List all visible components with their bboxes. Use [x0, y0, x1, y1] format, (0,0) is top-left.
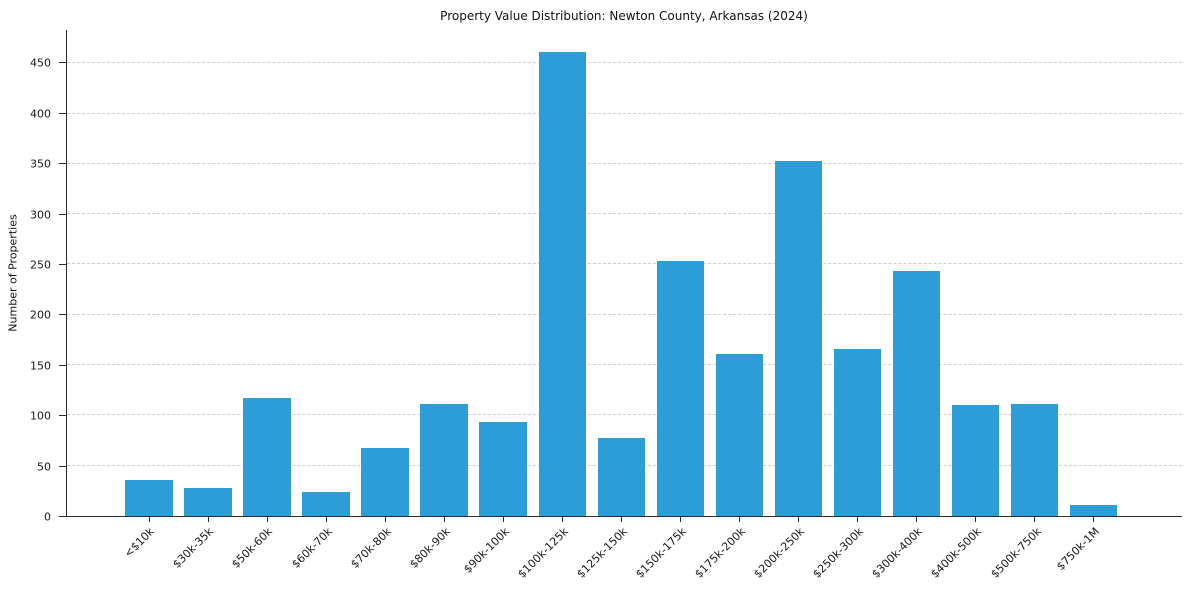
x-tick-label: $300k-400k	[869, 525, 926, 581]
plot-area	[66, 30, 1182, 522]
x-tick-label: $750k-1M	[1054, 525, 1103, 573]
y-tick-mark	[59, 516, 66, 517]
y-tick-mark	[59, 213, 66, 215]
y-tick-label: 300	[30, 208, 51, 222]
x-tick-labels: <$10k $30k-35k $50k-60k $60k-70k $70k-80k $80…	[66, 517, 1182, 590]
x-tick-label: $70k-80k	[347, 525, 394, 571]
gridline	[67, 213, 1182, 215]
bar	[1010, 404, 1058, 516]
x-tick-label: $400k-500k	[928, 525, 985, 581]
bar	[892, 270, 940, 516]
y-tick-mark	[59, 263, 66, 265]
x-tick-label: <$10k	[122, 525, 158, 561]
x-tick-mark	[207, 516, 209, 522]
x-tick-label: $80k-90k	[406, 525, 453, 571]
gridline	[67, 263, 1182, 265]
bar	[243, 398, 291, 516]
x-tick-label: $500k-750k	[987, 525, 1044, 581]
y-tick-mark	[59, 112, 66, 114]
x-tick-label: $200k-250k	[751, 525, 808, 581]
gridline	[67, 62, 1182, 64]
x-tick-label: $125k-150k	[574, 525, 630, 581]
y-tick-label: 0	[44, 510, 51, 524]
bar	[597, 437, 645, 516]
x-tick-mark	[266, 516, 268, 522]
x-tick-mark	[562, 516, 564, 522]
bar	[361, 447, 409, 516]
gridline	[67, 313, 1182, 315]
y-axis-ticks: 0 50 100 150 200 250 300 350 400 450	[0, 30, 66, 524]
y-tick-mark	[59, 314, 66, 316]
x-tick-label: $50k-60k	[229, 525, 276, 571]
y-tick-label: 350	[30, 157, 51, 171]
bar	[420, 404, 468, 516]
y-tick-label: 50	[37, 460, 51, 474]
x-tick-label: $60k-70k	[288, 525, 335, 571]
gridline	[67, 414, 1182, 416]
bar	[833, 348, 881, 516]
x-tick-mark	[444, 516, 446, 522]
x-tick-label: $175k-200k	[692, 525, 749, 581]
x-tick-mark	[916, 516, 918, 522]
x-tick-mark	[798, 516, 800, 522]
x-tick-mark	[621, 516, 623, 522]
x-tick-mark	[857, 516, 859, 522]
bar	[125, 479, 173, 516]
bar	[302, 491, 350, 516]
y-tick-label: 100	[30, 409, 51, 423]
x-tick-label: $150k-175k	[633, 525, 689, 581]
bar	[774, 160, 822, 516]
x-tick-label: $250k-300k	[810, 525, 867, 581]
x-tick-mark	[1034, 516, 1036, 522]
x-tick-mark	[739, 516, 741, 522]
x-tick-mark	[503, 516, 505, 522]
x-tick-label: $90k-100k	[460, 525, 512, 576]
x-tick-mark	[1093, 516, 1095, 522]
chart-title: Property Value Distribution: Newton Coun…	[440, 9, 808, 23]
y-tick-label: 450	[30, 56, 51, 70]
x-tick-mark	[680, 516, 682, 522]
bar	[1069, 504, 1117, 516]
bar	[715, 354, 763, 516]
y-tick-label: 250	[30, 258, 51, 272]
gridline	[67, 112, 1182, 114]
y-tick-mark	[59, 415, 66, 417]
bar	[951, 405, 999, 516]
gridline	[67, 364, 1182, 366]
y-tick-mark	[59, 62, 66, 64]
bar	[538, 52, 586, 516]
y-tick-label: 150	[30, 359, 51, 373]
y-tick-mark	[59, 465, 66, 467]
y-tick-label: 400	[30, 107, 51, 121]
x-tick-label: $30k-35k	[170, 525, 217, 571]
x-tick-mark	[148, 516, 150, 522]
gridline	[67, 162, 1182, 164]
x-tick-label: $100k-125k	[515, 525, 571, 581]
x-tick-mark	[975, 516, 977, 522]
x-tick-mark	[326, 516, 327, 522]
y-tick-mark	[59, 163, 66, 165]
y-tick-label: 200	[30, 308, 51, 322]
y-tick-mark	[59, 364, 66, 366]
bar	[479, 422, 527, 516]
bar	[184, 487, 232, 516]
x-tick-mark	[385, 516, 387, 522]
bar	[656, 261, 704, 516]
